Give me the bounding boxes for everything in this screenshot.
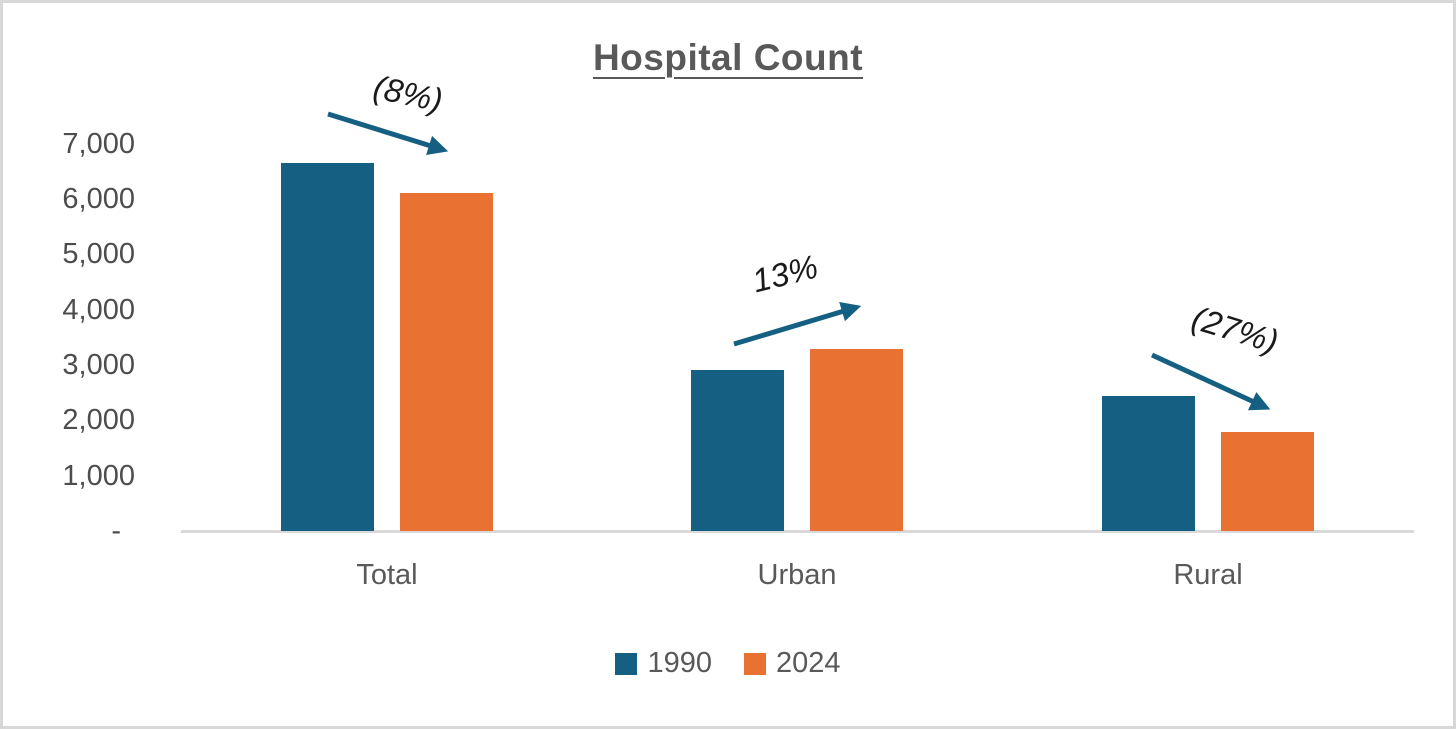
- x-axis-line: [181, 530, 1414, 533]
- annotation-rural-pct: (27%): [1187, 298, 1283, 361]
- y-axis-tick: -: [111, 515, 121, 547]
- legend-label-2024: 2024: [776, 647, 841, 679]
- chart-title: Hospital Count: [592, 37, 864, 78]
- bar-2024-total: [400, 193, 493, 531]
- y-axis-tick: 3,000: [62, 348, 135, 381]
- legend-entry-1990: 1990: [615, 647, 712, 680]
- y-axis-tick: 7,000: [62, 127, 135, 160]
- annotation-urban-pct: 13%: [748, 247, 822, 300]
- category-label-rural: Rural: [1173, 559, 1243, 591]
- bar-2024-urban: [810, 348, 903, 531]
- trend-arrows-layer: [327, 111, 1271, 411]
- bar-1990-total: [281, 162, 374, 531]
- y-axis-tick: 6,000: [62, 182, 135, 215]
- category-label-urban: Urban: [757, 559, 837, 591]
- bar-1990-rural: [1102, 395, 1195, 531]
- bar-1990-urban: [691, 370, 784, 531]
- legend: 1990 2024: [3, 647, 1453, 680]
- y-axis-tick: 2,000: [62, 404, 135, 437]
- y-axis-tick: 1,000: [62, 459, 135, 492]
- legend-entry-2024: 2024: [744, 647, 841, 680]
- trend-arrow-total-down-icon: [327, 111, 449, 155]
- legend-swatch-2024-icon: [744, 652, 766, 675]
- trend-arrow-rural-down-icon: [1150, 352, 1271, 411]
- trend-arrow-urban-up-icon: [733, 301, 862, 347]
- legend-swatch-1990-icon: [615, 652, 638, 675]
- legend-label-1990: 1990: [647, 647, 712, 679]
- y-axis-tick: 5,000: [62, 238, 135, 271]
- category-label-total: Total: [356, 559, 418, 591]
- bar-2024-rural: [1221, 432, 1314, 531]
- y-axis-tick: 4,000: [62, 293, 135, 326]
